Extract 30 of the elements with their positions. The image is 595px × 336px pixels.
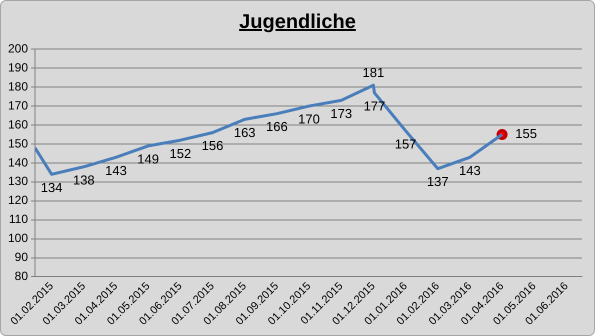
y-tick-label: 180 xyxy=(8,79,28,94)
y-tick-label: 170 xyxy=(8,98,28,112)
data-label: 137 xyxy=(426,174,449,190)
data-label: 143 xyxy=(105,162,127,178)
y-tick-label: 150 xyxy=(8,136,28,150)
data-label: 134 xyxy=(40,180,62,195)
y-tick-label: 110 xyxy=(8,212,28,226)
data-label: 156 xyxy=(202,138,224,154)
data-label: 163 xyxy=(234,124,256,140)
data-label: 181 xyxy=(362,64,384,80)
data-label: 152 xyxy=(169,146,192,161)
data-label: 143 xyxy=(459,162,481,178)
chart-title: Jugendliche xyxy=(238,11,357,35)
data-label: 138 xyxy=(72,172,95,188)
y-tick-label: 120 xyxy=(8,193,28,208)
data-label: 177 xyxy=(364,98,386,114)
y-tick-label: 140 xyxy=(8,155,28,170)
y-tick-label: 190 xyxy=(8,60,28,74)
data-label: 155 xyxy=(515,126,537,142)
data-label: 149 xyxy=(137,151,160,166)
y-tick-label: 90 xyxy=(14,250,28,264)
data-label: 157 xyxy=(394,136,416,152)
y-tick-label: 100 xyxy=(8,231,28,246)
data-label: 166 xyxy=(266,119,288,134)
data-label: 173 xyxy=(330,106,352,121)
data-label: 170 xyxy=(298,112,320,127)
y-tick-label: 200 xyxy=(8,42,28,56)
y-tick-label: 160 xyxy=(8,117,28,132)
y-tick-label: 80 xyxy=(14,269,28,284)
y-tick-label: 130 xyxy=(8,174,28,188)
